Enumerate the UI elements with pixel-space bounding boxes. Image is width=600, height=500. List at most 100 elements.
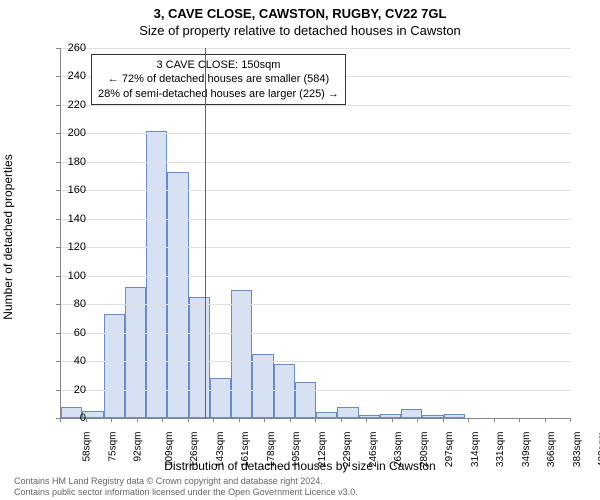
annotation-line2: ← 72% of detached houses are smaller (58… (98, 72, 339, 86)
gridline (61, 162, 571, 163)
x-tick-label: 195sqm (291, 432, 302, 468)
y-tick-mark (56, 390, 60, 391)
gridline (61, 361, 571, 362)
x-tick-label: 246sqm (368, 432, 379, 468)
x-tick-mark (494, 418, 495, 422)
histogram-bar (316, 412, 337, 418)
y-tick-label: 260 (56, 42, 86, 54)
x-tick-label: 297sqm (444, 432, 455, 468)
y-tick-label: 200 (56, 127, 86, 139)
x-tick-label: 161sqm (240, 432, 251, 468)
y-tick-mark (56, 76, 60, 77)
annotation-line1: 3 CAVE CLOSE: 150sqm (98, 58, 339, 72)
plot-area: 3 CAVE CLOSE: 150sqm ← 72% of detached h… (60, 48, 571, 419)
y-tick-label: 100 (56, 270, 86, 282)
reference-line (205, 48, 206, 418)
histogram-bar (401, 409, 422, 418)
x-tick-label: 212sqm (317, 432, 328, 468)
x-tick-label: 126sqm (189, 432, 200, 468)
x-tick-mark (341, 418, 342, 422)
x-tick-label: 92sqm (133, 432, 144, 462)
x-tick-mark (60, 418, 61, 422)
footer-line1: Contains HM Land Registry data © Crown c… (14, 476, 358, 487)
x-tick-mark (86, 418, 87, 422)
x-tick-mark (264, 418, 265, 422)
y-tick-mark (56, 333, 60, 334)
y-tick-mark (56, 48, 60, 49)
x-tick-mark (111, 418, 112, 422)
x-tick-mark (239, 418, 240, 422)
gridline (61, 276, 571, 277)
y-tick-mark (56, 276, 60, 277)
histogram-bar (295, 382, 316, 418)
gridline (61, 105, 571, 106)
x-tick-label: 331sqm (495, 432, 506, 468)
histogram-bar (422, 415, 443, 418)
annotation-box: 3 CAVE CLOSE: 150sqm ← 72% of detached h… (91, 54, 346, 105)
gridline (61, 304, 571, 305)
x-tick-label: 229sqm (342, 432, 353, 468)
y-tick-mark (56, 162, 60, 163)
y-tick-label: 80 (56, 298, 86, 310)
histogram-bar (231, 290, 252, 418)
histogram-bar (210, 378, 231, 418)
y-tick-label: 120 (56, 241, 86, 253)
histogram-bar (167, 172, 188, 418)
x-tick-mark (468, 418, 469, 422)
gridline (61, 190, 571, 191)
histogram-bar (252, 354, 273, 418)
y-tick-label: 20 (56, 384, 86, 396)
x-tick-mark (162, 418, 163, 422)
histogram-bar (274, 364, 295, 418)
x-tick-label: 280sqm (419, 432, 430, 468)
x-tick-mark (290, 418, 291, 422)
gridline (61, 390, 571, 391)
title-main: 3, CAVE CLOSE, CAWSTON, RUGBY, CV22 7GL (0, 0, 600, 21)
y-tick-mark (56, 361, 60, 362)
x-tick-label: 58sqm (82, 432, 93, 462)
gridline (61, 333, 571, 334)
x-tick-mark (188, 418, 189, 422)
x-tick-label: 366sqm (546, 432, 557, 468)
y-tick-label: 220 (56, 99, 86, 111)
x-tick-mark (137, 418, 138, 422)
y-tick-label: 40 (56, 355, 86, 367)
y-tick-mark (56, 219, 60, 220)
y-tick-label: 140 (56, 213, 86, 225)
x-tick-label: 263sqm (393, 432, 404, 468)
y-tick-mark (56, 247, 60, 248)
x-tick-mark (570, 418, 571, 422)
x-tick-mark (417, 418, 418, 422)
footer: Contains HM Land Registry data © Crown c… (14, 476, 358, 498)
gridline (61, 133, 571, 134)
y-tick-label: 160 (56, 184, 86, 196)
y-tick-mark (56, 105, 60, 106)
histogram-bar (104, 314, 125, 418)
y-tick-mark (56, 133, 60, 134)
footer-line2: Contains public sector information licen… (14, 487, 358, 498)
gridline (61, 48, 571, 49)
title-sub: Size of property relative to detached ho… (0, 21, 600, 38)
gridline (61, 247, 571, 248)
x-tick-label: 75sqm (107, 432, 118, 462)
histogram-bar (444, 414, 465, 418)
x-tick-mark (545, 418, 546, 422)
x-tick-mark (519, 418, 520, 422)
x-tick-label: 178sqm (266, 432, 277, 468)
x-tick-mark (443, 418, 444, 422)
gridline (61, 219, 571, 220)
x-tick-mark (213, 418, 214, 422)
x-tick-label: 109sqm (164, 432, 175, 468)
histogram-bar (380, 414, 401, 418)
y-tick-label: 180 (56, 156, 86, 168)
y-tick-label: 60 (56, 327, 86, 339)
chart-container: 3, CAVE CLOSE, CAWSTON, RUGBY, CV22 7GL … (0, 0, 600, 500)
histogram-bar (189, 297, 210, 418)
histogram-bar (337, 407, 358, 418)
y-tick-mark (56, 190, 60, 191)
x-tick-mark (366, 418, 367, 422)
x-tick-label: 349sqm (521, 432, 532, 468)
x-tick-mark (392, 418, 393, 422)
annotation-line3: 28% of semi-detached houses are larger (… (98, 87, 339, 101)
histogram-bar (146, 131, 167, 418)
